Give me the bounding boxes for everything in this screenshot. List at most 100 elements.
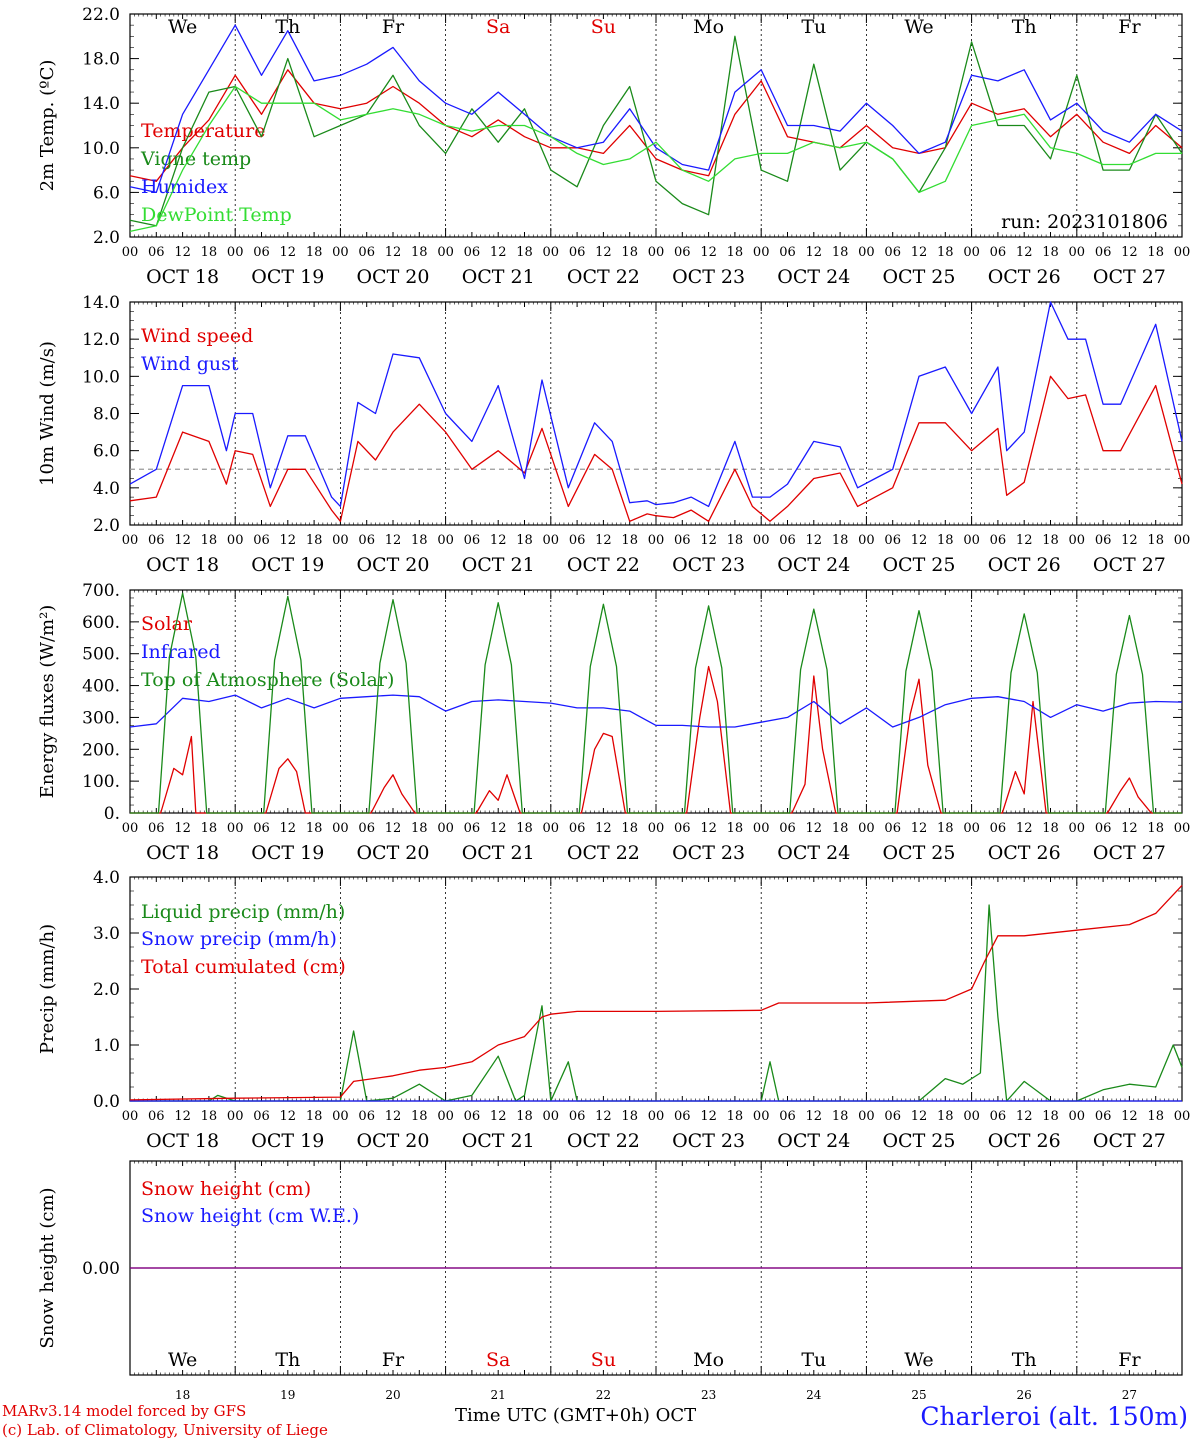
hour-tick-label: 18 — [516, 245, 533, 260]
hour-tick-label: 06 — [884, 1109, 901, 1124]
date-label: OCT 23 — [672, 554, 745, 576]
series-line — [129, 694, 1183, 728]
hour-tick-label: 18 — [937, 245, 954, 260]
series-line — [130, 665, 1182, 814]
hour-tick-label: 12 — [1016, 1109, 1033, 1124]
hour-tick-label: 18 — [306, 533, 323, 548]
hour-tick-label: 06 — [779, 821, 796, 836]
day-number: 25 — [911, 1388, 926, 1402]
hour-tick-label: 06 — [884, 821, 901, 836]
hour-tick-label: 06 — [358, 533, 375, 548]
day-abbr: Mo — [693, 1349, 724, 1371]
hour-tick-label: 06 — [990, 1109, 1007, 1124]
date-label: OCT 20 — [356, 554, 429, 576]
date-label: OCT 27 — [1093, 1130, 1166, 1152]
date-label: OCT 20 — [356, 1130, 429, 1152]
day-abbr: Th — [275, 16, 300, 38]
hour-tick-label: 18 — [516, 1109, 533, 1124]
hour-tick-label: 00 — [963, 821, 980, 836]
hour-tick-label: 18 — [411, 821, 428, 836]
hour-tick-label: 00 — [963, 1109, 980, 1124]
hour-tick-label: 06 — [779, 533, 796, 548]
hour-tick-label: 12 — [700, 533, 717, 548]
date-label: OCT 26 — [988, 1130, 1061, 1152]
date-label: OCT 24 — [777, 554, 850, 576]
hour-tick-label: 00 — [543, 1109, 560, 1124]
date-label: OCT 27 — [1093, 554, 1166, 576]
y-tick-label: 0. — [104, 804, 120, 824]
hour-tick-label: 06 — [148, 821, 165, 836]
hour-tick-label: 18 — [727, 1109, 744, 1124]
hour-tick-label: 00 — [753, 533, 770, 548]
hour-tick-label: 18 — [1042, 1109, 1059, 1124]
hour-tick-label: 12 — [385, 1109, 402, 1124]
hour-tick-label: 18 — [621, 821, 638, 836]
hour-tick-label: 18 — [516, 533, 533, 548]
hour-tick-label: 06 — [779, 245, 796, 260]
legend-entry: Snow height (cm) — [141, 1178, 311, 1200]
hour-tick-label: 18 — [411, 245, 428, 260]
date-label: OCT 18 — [146, 266, 219, 288]
hour-tick-label: 18 — [201, 245, 218, 260]
date-label: OCT 27 — [1093, 842, 1166, 864]
day-abbr: Su — [591, 16, 616, 38]
hour-tick-label: 00 — [332, 245, 349, 260]
y-tick-label: 22.0 — [82, 5, 120, 25]
day-abbr: Sa — [486, 16, 510, 38]
hour-tick-label: 00 — [437, 245, 454, 260]
hour-tick-label: 00 — [1069, 1109, 1086, 1124]
date-label: OCT 25 — [882, 842, 955, 864]
hour-tick-label: 06 — [990, 245, 1007, 260]
y-axis-label: Precip (mm/h) — [37, 924, 58, 1054]
day-number: 27 — [1122, 1388, 1137, 1402]
hour-tick-label: 18 — [832, 821, 849, 836]
panel-3: 00 06 12 18 00 06 12 18 00 06 12 18 00 06 12 18 00 06 12 18… — [37, 581, 1190, 864]
hour-tick-label: 00 — [437, 821, 454, 836]
y-tick-label: 8.0 — [93, 405, 120, 425]
hour-tick-label: 00 — [648, 533, 665, 548]
hour-tick-label: 00 — [1174, 1109, 1191, 1124]
hour-tick-label: 18 — [201, 533, 218, 548]
day-abbr: Sa — [486, 1349, 510, 1371]
hour-tick-label: 06 — [148, 245, 165, 260]
day-abbr: Th — [1012, 16, 1037, 38]
hour-tick-label: 12 — [911, 245, 928, 260]
hour-tick-label: 00 — [332, 533, 349, 548]
hour-tick-label: 18 — [1147, 533, 1164, 548]
panel-4: 00 06 12 18 00 06 12 18 00 06 12 18 00 06 12 18 00 06 12 18… — [37, 868, 1190, 1152]
hour-tick-label: 00 — [437, 1109, 454, 1124]
hour-tick-label: 00 — [858, 821, 875, 836]
day-abbr: We — [904, 1349, 933, 1371]
date-label: OCT 19 — [251, 842, 324, 864]
hour-tick-label: 00 — [1069, 821, 1086, 836]
hour-tick-label: 06 — [358, 1109, 375, 1124]
hour-tick-label: 18 — [727, 821, 744, 836]
hour-tick-label: 12 — [700, 245, 717, 260]
day-abbr: Fr — [1118, 16, 1141, 38]
day-abbr: Tu — [801, 16, 826, 38]
hour-tick-label: 12 — [1121, 821, 1138, 836]
hour-tick-label: 06 — [569, 1109, 586, 1124]
y-tick-label: 4.0 — [93, 479, 120, 499]
hour-tick-label: 06 — [464, 533, 481, 548]
hour-tick-label: 18 — [937, 533, 954, 548]
hour-tick-label: 06 — [148, 533, 165, 548]
hour-tick-label: 06 — [1095, 533, 1112, 548]
y-axis-label: 2m Temp. (ºC) — [37, 60, 58, 192]
hour-tick-label: 12 — [911, 821, 928, 836]
hour-tick-label: 12 — [595, 821, 612, 836]
hour-tick-label: 00 — [437, 533, 454, 548]
hour-tick-label: 06 — [1095, 1109, 1112, 1124]
hour-tick-label: 18 — [306, 245, 323, 260]
hour-tick-label: 12 — [385, 821, 402, 836]
date-label: OCT 22 — [567, 842, 640, 864]
hour-tick-label: 12 — [1016, 821, 1033, 836]
hour-tick-label: 18 — [1147, 245, 1164, 260]
date-label: OCT 22 — [567, 266, 640, 288]
hour-tick-label: 00 — [543, 245, 560, 260]
legend-entry: Wind gust — [141, 353, 239, 375]
day-abbr: We — [168, 1349, 197, 1371]
y-tick-label: 0.0 — [93, 1092, 120, 1112]
date-label: OCT 18 — [146, 554, 219, 576]
y-tick-label: 6.0 — [93, 183, 120, 203]
